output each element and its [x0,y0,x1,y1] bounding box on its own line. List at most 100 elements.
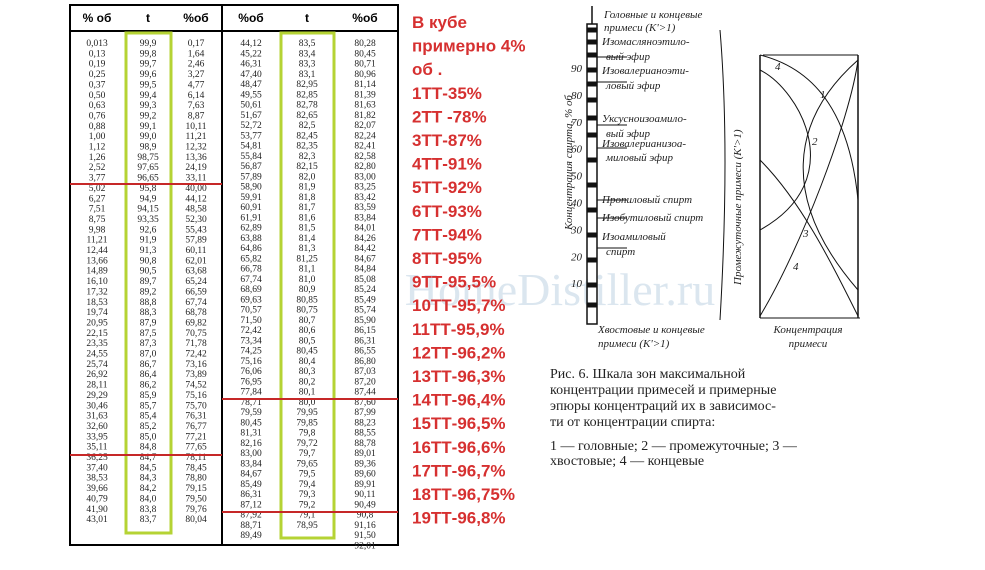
table-cell: 71,50 [240,316,262,326]
table-cell: 57,89 [185,236,207,246]
table-cell: 85,49 [240,480,262,490]
table-cell: 82,58 [354,152,376,162]
note: 4ТТ-91% [412,155,482,174]
table-cell: 0,76 [89,111,106,121]
table-cell: 87,20 [354,377,376,387]
note: 10ТТ-95,7% [412,296,506,315]
table-cell: 82,07 [354,121,376,131]
table-cell: 29,29 [86,391,108,401]
table-cell: 44,12 [240,39,262,49]
table-cell: 20,95 [86,318,108,328]
table-cell: 0,50 [89,91,106,101]
table-cell: 77,21 [185,432,207,442]
table-cell: 84,01 [354,224,376,234]
table-cell: 68,78 [185,308,207,318]
table-cell: 81,3 [299,244,316,254]
table-cell: 83,00 [354,172,376,182]
table-cell: 80,1 [299,388,316,398]
top-label: Головные и концевые [603,9,702,21]
table-cell: 89,36 [354,459,376,469]
table-cell: 79,95 [296,408,318,418]
table-cell: 48,47 [240,80,262,90]
table-cell: 89,01 [354,449,376,459]
substance-label: Изовалерианоэти- [601,65,689,77]
table-cell: 0,37 [89,80,106,90]
table-cell: 90,8 [140,256,157,266]
table-cell: 79,15 [185,484,207,494]
table-cell: 85,0 [140,432,157,442]
table-cell: 91,9 [140,236,157,246]
table-cell: 87,92 [240,511,262,521]
table-cell: 74,25 [240,347,262,357]
table-cell: 81,63 [354,101,376,111]
table-cell: 81,82 [354,111,376,121]
table-cell: 83,84 [354,213,376,223]
table-cell: 90,11 [354,490,375,500]
caption: ти от концентрации спирта: [550,415,715,430]
watermark: HomeDistiller.ru [405,264,715,315]
table-cell: 61,91 [240,213,262,223]
table-cell: 52,30 [185,215,207,225]
table-cell: 84,42 [354,244,376,254]
table-cell: 98,9 [140,143,157,153]
note: 11ТТ-95,9% [412,320,505,339]
column-header: t [146,11,150,25]
table-cell: 82,24 [354,131,376,141]
scale-tick: 20 [571,251,583,263]
table-cell: 59,91 [240,193,262,203]
table-cell: 85,24 [354,285,376,295]
table-cell: 81,9 [299,183,316,193]
table-cell: 80,96 [354,70,376,80]
table-cell: 40,00 [185,184,207,194]
table-cell: 81,4 [299,234,316,244]
t-column-highlight [279,31,336,540]
scale-tick: 40 [571,198,583,210]
table-frame [69,4,399,546]
table-cell: 94,9 [140,194,157,204]
table-cell: 0,88 [89,122,106,132]
curve-label: 1 [820,89,826,101]
table-cell: 79,8 [299,429,316,439]
table-cell: 85,4 [140,412,157,422]
table-cell: 7,63 [188,101,205,111]
substance-label: спирт [606,246,635,258]
table-cell: 51,67 [240,111,262,121]
note: 9ТТ-95,5% [412,273,496,292]
table-cell: 0,63 [89,101,106,111]
table-cell: 83,00 [240,449,262,459]
table-cell: 32,60 [86,422,108,432]
column-header: %об [183,11,208,25]
table-cell: 99,3 [140,101,157,111]
table-cell: 87,99 [354,408,376,418]
table-cell: 87,44 [354,388,376,398]
table-cell: 69,63 [240,295,262,305]
table-cell: 87,9 [140,318,157,328]
table-cell: 66,78 [240,265,262,275]
table-cell: 79,59 [240,408,262,418]
note: 1ТТ-35% [412,84,482,103]
table-cell: 30,46 [86,401,108,411]
table-cell: 0,19 [89,60,106,70]
note: 17ТТ-96,7% [412,461,506,480]
table-cell: 84,5 [140,463,157,473]
table-cell: 28,11 [86,381,107,391]
table-cell: 91,3 [140,246,157,256]
column-header: %об [238,11,263,25]
table-cell: 75,16 [185,391,207,401]
table-cell: 85,7 [140,401,157,411]
table-cell: 43,01 [86,515,108,525]
table-cell: 86,4 [140,370,157,380]
table-cell: 81,31 [240,429,262,439]
note: В кубе [412,13,467,32]
table-cell: 82,95 [296,80,318,90]
table-cell: 84,26 [354,234,376,244]
table-cell: 85,08 [354,275,376,285]
curve-label: 4 [793,261,799,273]
scale-tick: 10 [571,278,583,290]
table-cell: 1,26 [89,153,106,163]
table-cell: 79,76 [185,505,207,515]
table-cell: 67,74 [185,298,207,308]
table-cell: 81,0 [299,275,316,285]
table-cell: 39,66 [86,484,108,494]
